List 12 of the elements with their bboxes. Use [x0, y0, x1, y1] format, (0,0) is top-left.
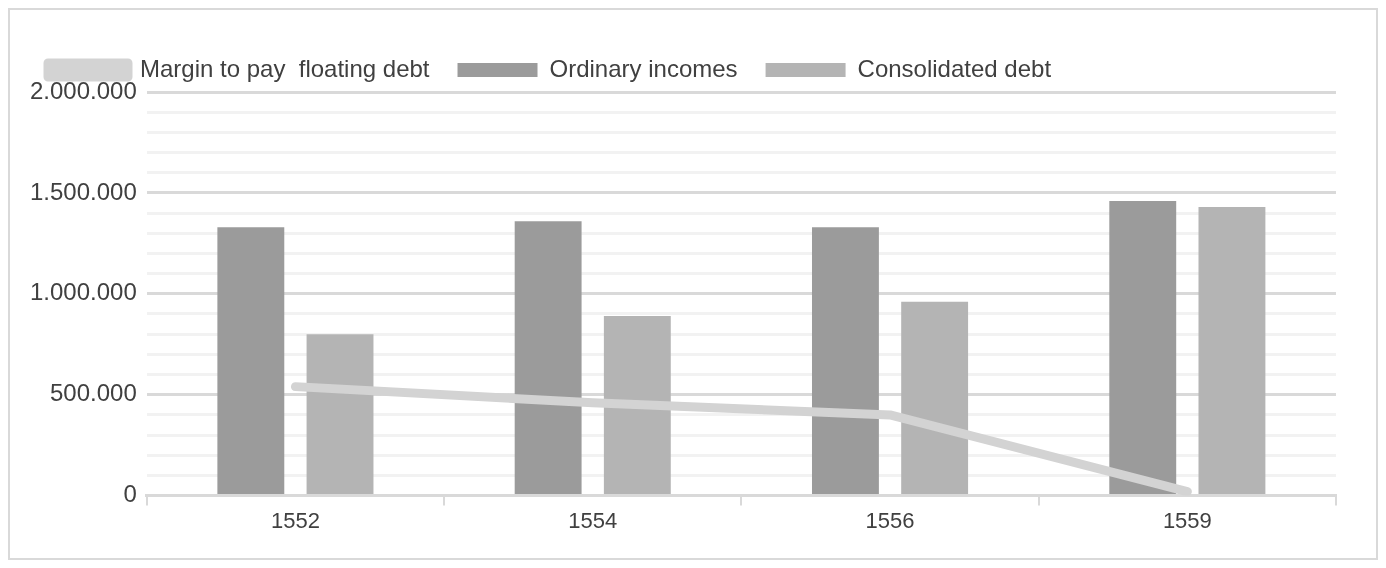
y-tick-label: 2.000.000	[29, 76, 137, 104]
legend-label: Margin to pay floating debt	[140, 54, 430, 82]
y-tick-label: 0	[123, 480, 137, 508]
x-tick-label: 1559	[1162, 507, 1212, 533]
y-tick-label: 500.000	[50, 379, 137, 407]
x-tick-label: 1556	[865, 507, 915, 533]
legend-label: Ordinary incomes	[549, 54, 738, 82]
x-tick-label: 1554	[568, 507, 618, 533]
legend-label: Consolidated debt	[857, 54, 1052, 82]
y-tick-label: 1.000.000	[29, 278, 137, 306]
y-tick-label: 1.500.000	[29, 177, 137, 205]
x-tick-label: 1552	[270, 507, 320, 533]
